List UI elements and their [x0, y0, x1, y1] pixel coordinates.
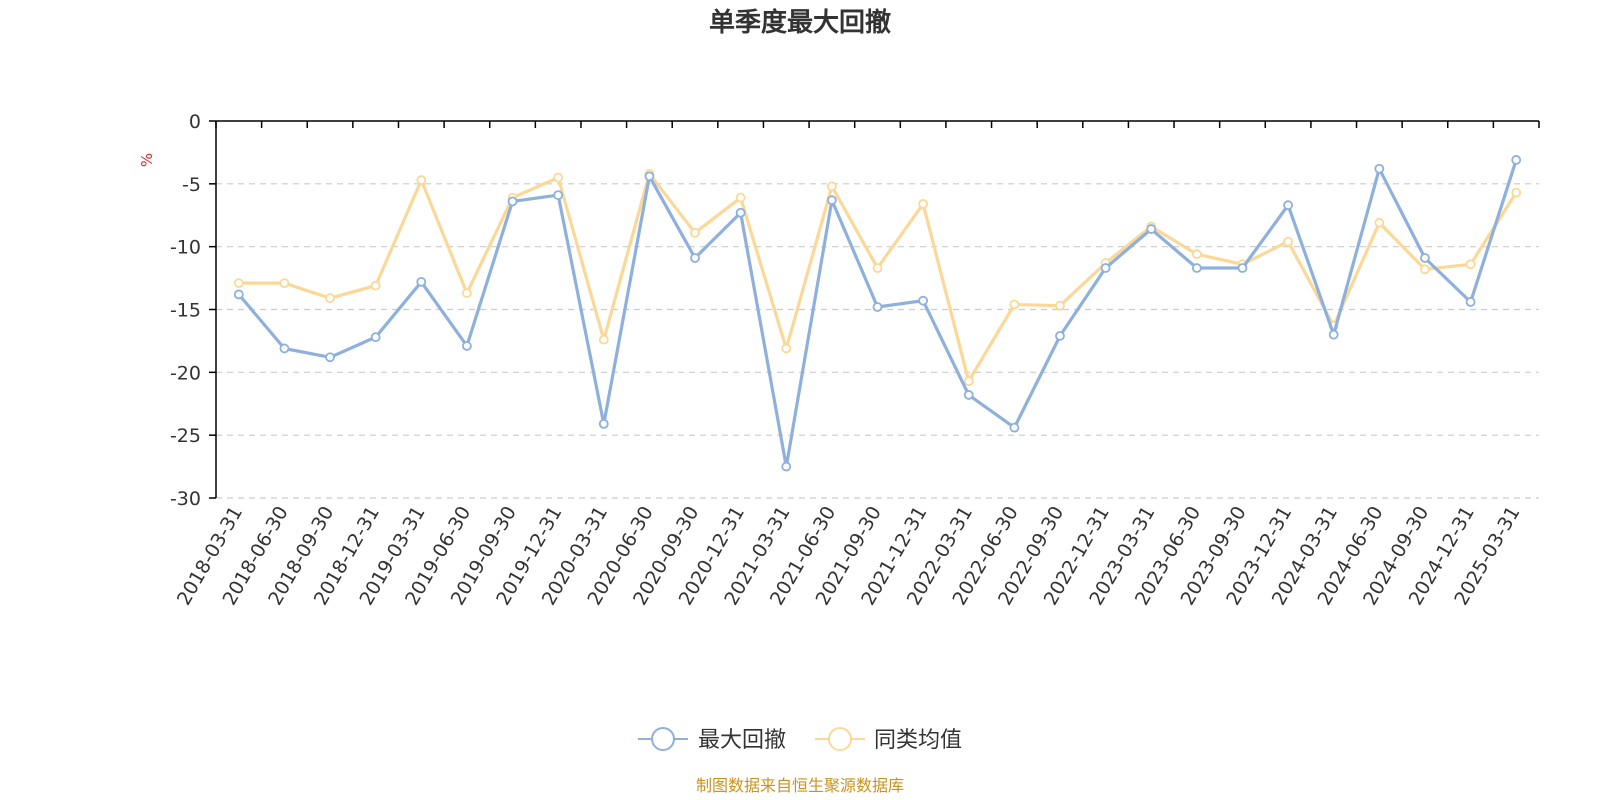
data-point [1465, 259, 1476, 270]
data-point [553, 172, 564, 183]
data-point [918, 199, 929, 209]
data-point [462, 341, 472, 351]
data-point [826, 181, 837, 192]
y-tick-label: -5 [182, 174, 201, 196]
data-point [781, 343, 792, 354]
y-tick-label: -15 [170, 300, 201, 322]
data-point [462, 288, 472, 299]
data-point [1191, 249, 1202, 260]
legend-label: 最大回撤 [698, 728, 786, 753]
axes [209, 120, 1540, 499]
data-point [1374, 163, 1385, 174]
data-point [1511, 155, 1522, 165]
legend-circle-icon [651, 727, 675, 751]
data-point [416, 175, 427, 185]
data-point [1055, 330, 1065, 341]
data-point [690, 253, 700, 263]
data-point [325, 352, 335, 363]
data-point [826, 195, 837, 206]
data-point [781, 461, 792, 472]
data-point [963, 376, 974, 387]
y-tick-labels: 0 -5 -10 -15 -20 -25 -30 [170, 111, 201, 510]
legend-item[interactable]: 最大回撤 [638, 727, 786, 753]
data-point [644, 171, 655, 182]
data-point [1465, 297, 1476, 307]
chart-title: 单季度最大回撤 [709, 7, 891, 38]
grid-lines [216, 183, 1539, 499]
legend-circle-icon [828, 727, 852, 751]
y-axis-unit: % [138, 153, 156, 167]
data-point [1328, 329, 1339, 340]
data-point [416, 276, 427, 287]
data-point [1055, 300, 1065, 311]
data-point [1374, 217, 1385, 228]
data-point [690, 227, 700, 238]
data-point [233, 289, 244, 300]
y-tick-label: 0 [189, 111, 201, 133]
data-point [1146, 224, 1157, 234]
data-point [370, 332, 381, 343]
series-layer [233, 155, 1522, 472]
data-point [370, 280, 381, 291]
y-tick-label: -20 [170, 362, 201, 384]
data-point [1100, 263, 1111, 273]
data-point [735, 207, 746, 218]
data-point [553, 190, 564, 201]
series-2 [233, 168, 1522, 387]
legend-label: 同类均值 [874, 728, 962, 753]
y-tick-label: -10 [170, 237, 201, 259]
data-point [598, 418, 609, 429]
series-line [238, 172, 1518, 383]
y-tick-label: -25 [170, 425, 201, 447]
data-source-note: 制图数据来自恒生聚源数据库 [696, 776, 904, 795]
data-point [325, 293, 335, 304]
data-point [279, 343, 290, 354]
data-point [1191, 263, 1202, 273]
data-point [1420, 253, 1430, 263]
data-point [872, 263, 883, 273]
data-point [1283, 200, 1293, 211]
data-point [1009, 422, 1020, 433]
data-point [1511, 187, 1522, 198]
legend-item[interactable]: 同类均值 [815, 727, 962, 753]
data-point [507, 196, 518, 207]
legend[interactable]: 最大回撤 同类均值 [638, 727, 962, 753]
data-point [735, 192, 746, 203]
data-point [233, 278, 244, 289]
data-point [963, 390, 974, 400]
series-1 [233, 155, 1522, 472]
y-tick-label: -30 [170, 488, 201, 510]
data-point [279, 278, 290, 289]
x-tick-labels: 2018-03-312018-06-302018-09-302018-12-31… [173, 502, 1525, 609]
data-point [918, 295, 929, 306]
data-point [1009, 299, 1020, 310]
data-point [598, 334, 609, 345]
data-point [1237, 263, 1248, 273]
data-point [1283, 236, 1293, 247]
data-point [1420, 264, 1430, 275]
data-point [872, 302, 883, 312]
